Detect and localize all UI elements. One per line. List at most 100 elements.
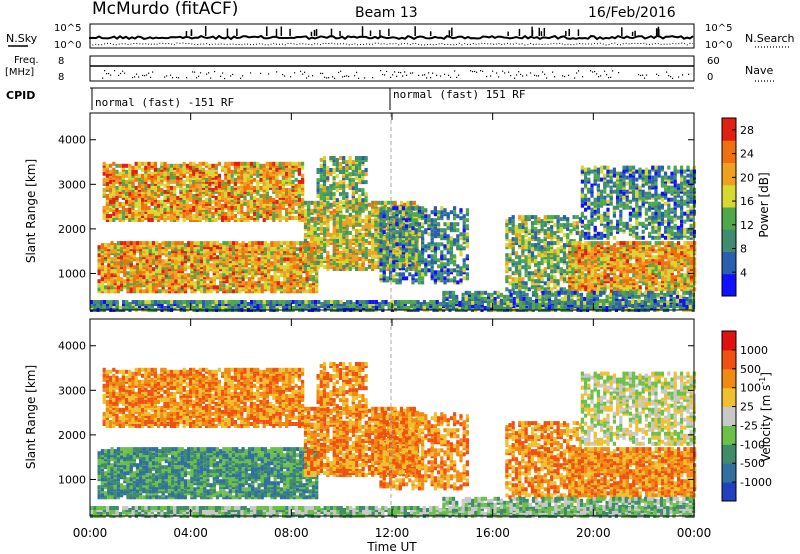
power-cell	[134, 218, 138, 222]
nave-dot	[104, 70, 106, 72]
power-cell	[355, 253, 359, 257]
power-cell	[155, 281, 159, 286]
power-cell	[155, 251, 159, 256]
power-cell	[398, 232, 402, 237]
power-cell	[292, 245, 296, 250]
power-cell	[361, 170, 365, 174]
nave-dot	[406, 74, 408, 76]
power-cell	[161, 281, 165, 286]
freq-tick-low: 8	[58, 72, 64, 83]
power-cell	[411, 248, 415, 253]
power-cell	[413, 306, 417, 310]
power-cell	[217, 214, 221, 218]
power-cell	[177, 241, 181, 246]
nave-dot	[612, 70, 614, 72]
power-cell	[147, 214, 151, 218]
power-cell	[157, 203, 161, 208]
power-cell	[379, 222, 383, 227]
power-cell	[295, 253, 300, 258]
power-cell	[316, 240, 320, 245]
nave-dot	[518, 71, 520, 73]
power-cell	[100, 257, 104, 262]
power-cell	[364, 202, 368, 207]
nave-dot	[380, 70, 382, 72]
power-cell	[367, 222, 372, 227]
power-cell	[240, 199, 244, 204]
power-cell	[187, 253, 191, 258]
power-cell	[285, 187, 289, 192]
power-cell	[173, 216, 177, 220]
power-cell	[392, 206, 396, 211]
power-cell	[279, 281, 284, 286]
power-cell	[348, 238, 352, 243]
power-cell	[113, 279, 117, 284]
power-cell	[295, 241, 300, 246]
nsearch-line	[89, 42, 694, 46]
power-cell	[253, 195, 257, 200]
power-cell	[202, 300, 206, 304]
power-cell	[392, 268, 396, 273]
power-cell	[244, 243, 248, 248]
power-cell	[326, 214, 330, 219]
power-cell	[371, 255, 375, 259]
power-cell	[380, 200, 384, 205]
nave-dot	[608, 77, 610, 79]
power-cell	[227, 214, 231, 218]
power-cell	[125, 207, 129, 212]
power-cell	[301, 161, 305, 166]
power-cell	[163, 306, 167, 310]
power-cell	[195, 205, 199, 210]
power-cell	[158, 289, 162, 294]
power-cell	[291, 199, 295, 204]
power-cell	[163, 171, 167, 176]
cpid-segment-2: normal (fast) 151 RF	[393, 88, 525, 101]
power-cell	[285, 207, 289, 212]
power-cell	[345, 230, 349, 235]
power-cell	[289, 287, 293, 292]
power-cell	[326, 238, 330, 243]
power-cell	[225, 289, 229, 294]
power-cell	[211, 163, 215, 168]
power-cell	[397, 300, 401, 304]
nave-dot	[166, 75, 168, 77]
nave-dot	[640, 74, 642, 77]
power-cell	[256, 201, 260, 206]
power-cell	[295, 281, 300, 286]
power-cell	[199, 253, 204, 258]
power-cell	[237, 189, 241, 194]
power-cell	[426, 302, 430, 306]
power-cell	[310, 218, 314, 223]
power-cell	[128, 191, 132, 196]
power-cell	[270, 241, 274, 246]
power-cell	[272, 175, 276, 180]
power-cell	[222, 253, 226, 258]
power-cell	[320, 302, 324, 306]
nave-dot	[312, 75, 314, 77]
power-cell	[110, 279, 114, 284]
power-cell	[169, 185, 173, 190]
power-cell	[250, 306, 254, 310]
power-cell	[153, 211, 157, 216]
power-cell	[405, 218, 409, 223]
power-cell	[171, 241, 175, 246]
power-cell	[160, 161, 164, 166]
power-cell	[182, 199, 186, 204]
power-cell	[342, 246, 346, 251]
nave-dot	[496, 72, 498, 74]
power-cell	[195, 183, 199, 188]
power-cell	[199, 281, 204, 286]
power-cell	[326, 232, 330, 237]
power-cell	[348, 202, 352, 207]
power-cell	[379, 278, 383, 283]
power-cell	[211, 214, 215, 218]
nave-dot	[598, 76, 600, 78]
power-cell	[233, 169, 237, 174]
power-cell	[294, 161, 298, 166]
power-cell	[256, 197, 260, 202]
power-cell	[131, 179, 135, 184]
freq-panel: Freq. [MHz] 8 8 60 0 Nave	[5, 55, 775, 83]
power-cell	[395, 264, 399, 269]
power-cell	[241, 241, 245, 246]
power-cell	[414, 240, 418, 245]
nave-dot	[432, 72, 434, 74]
